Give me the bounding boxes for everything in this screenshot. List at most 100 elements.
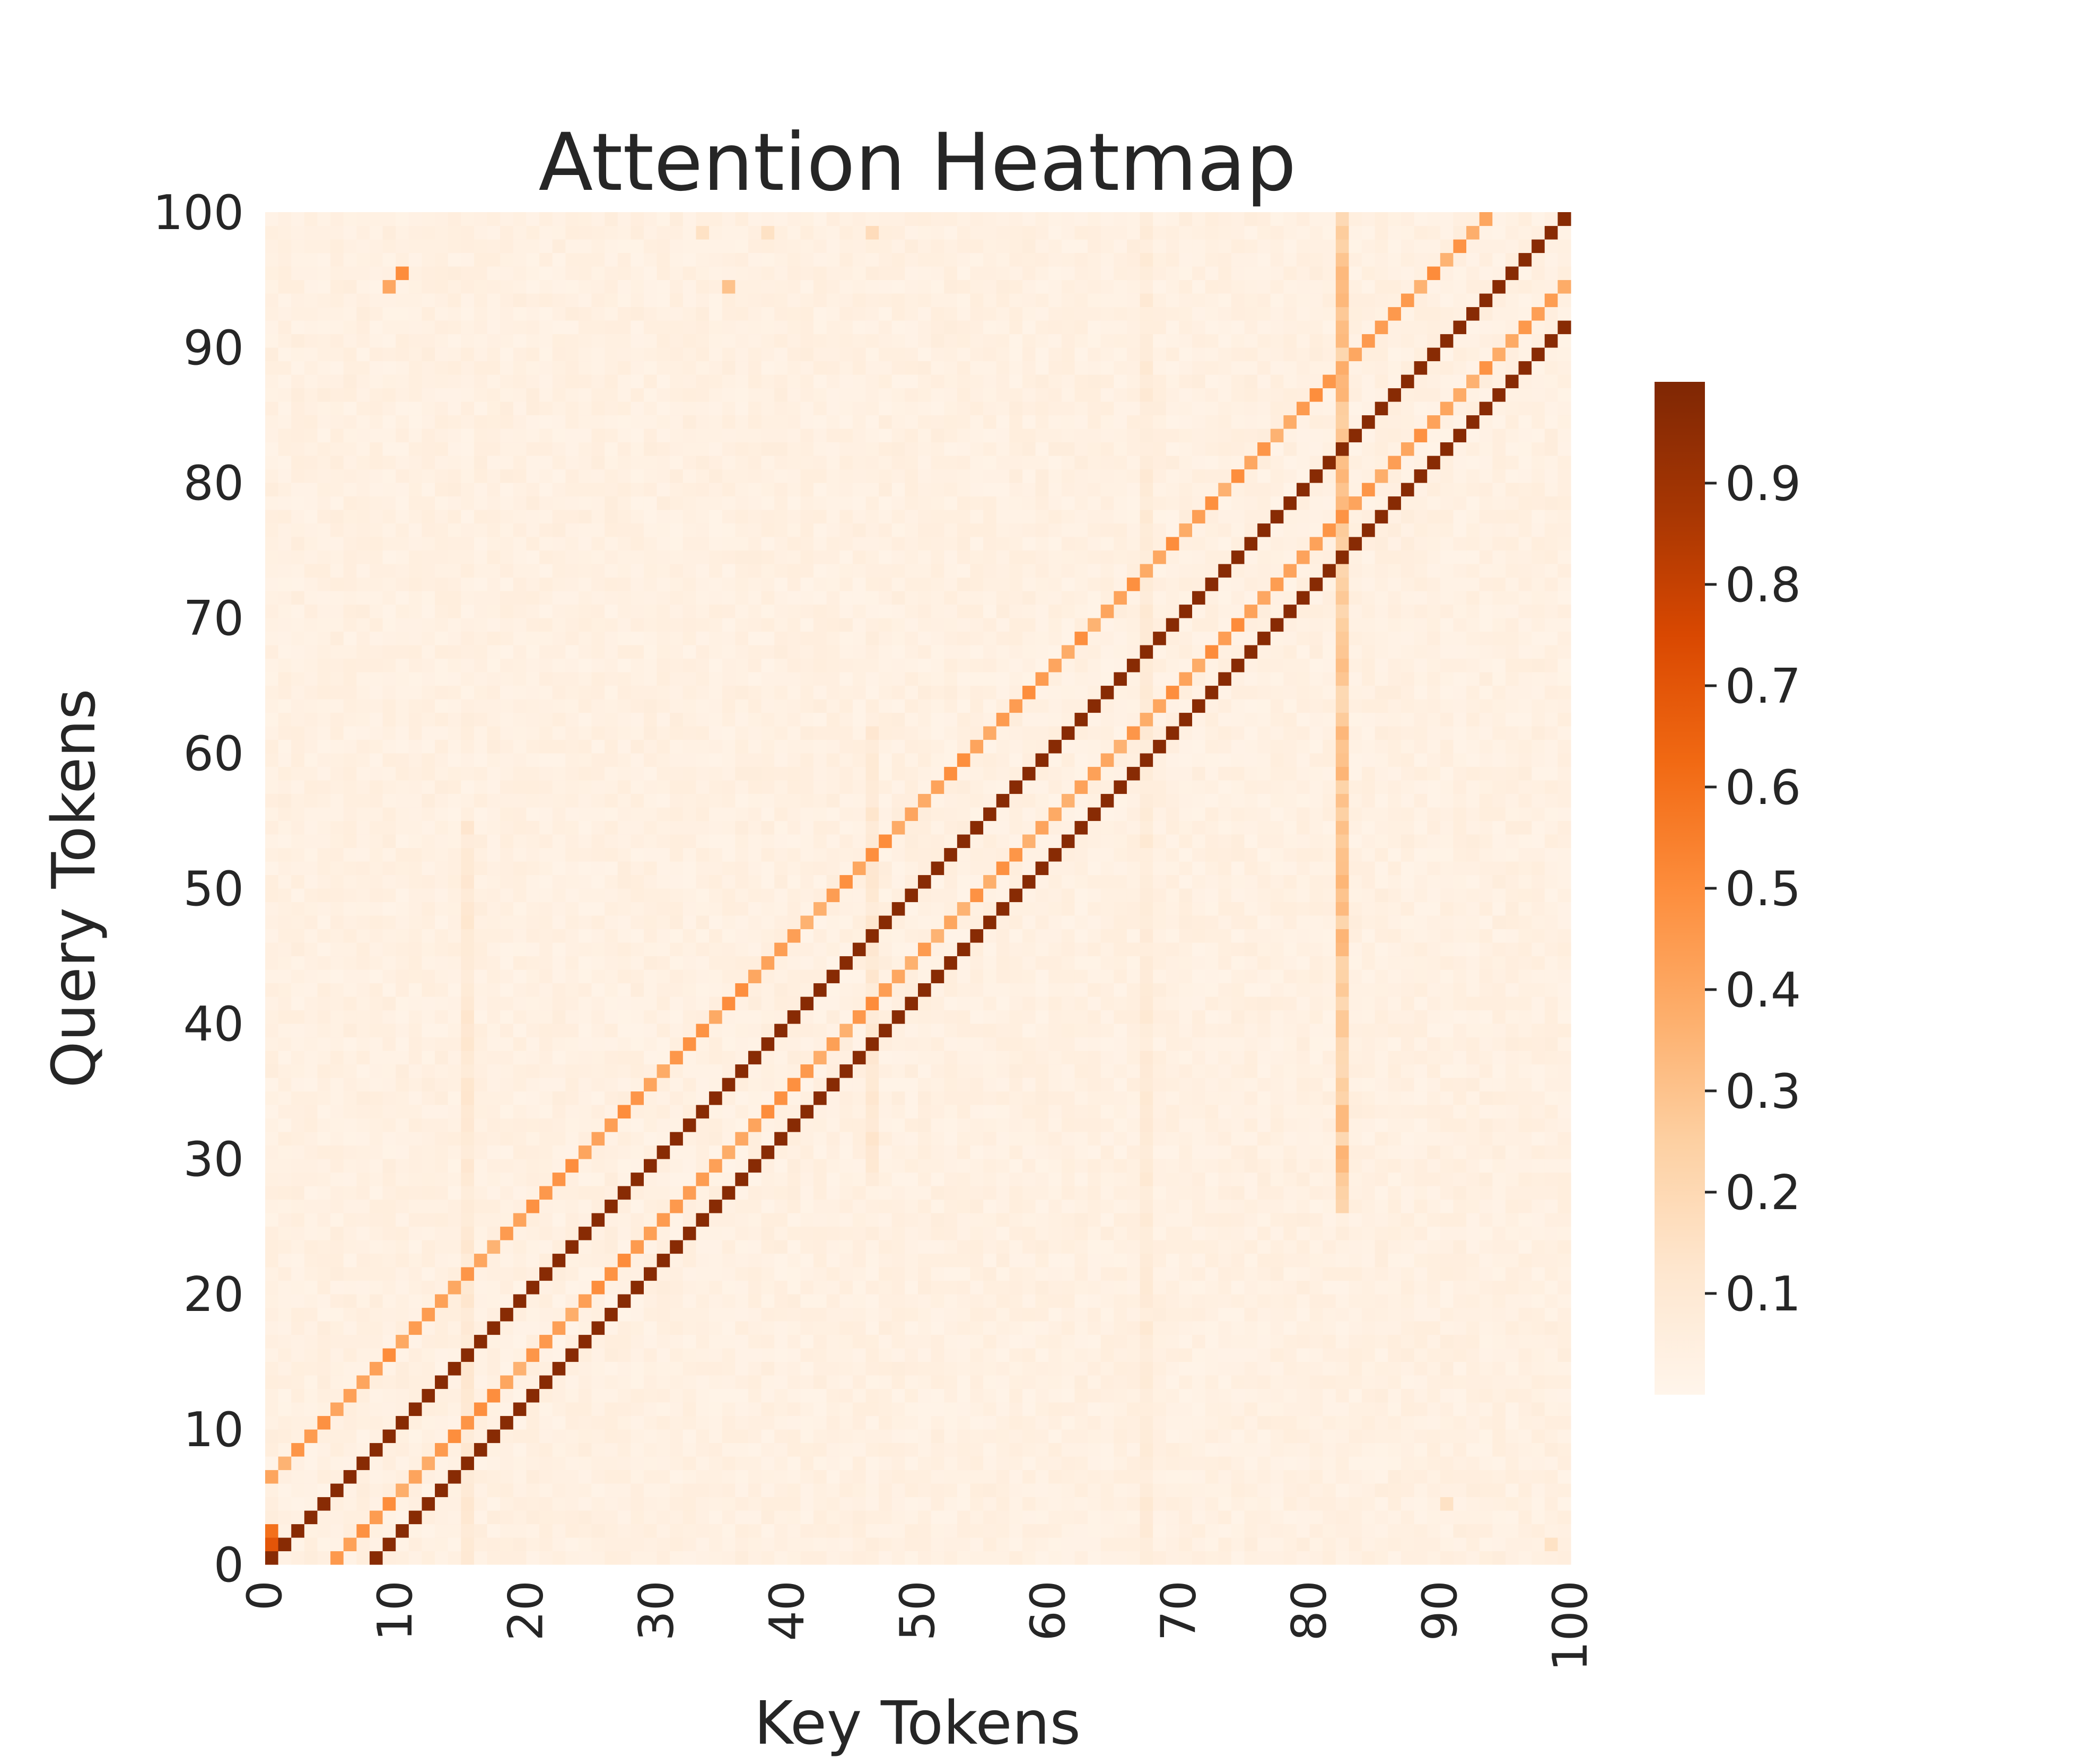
- heatmap-cell: [1296, 1402, 1310, 1416]
- heatmap-cell: [657, 1442, 670, 1457]
- heatmap-cell: [552, 1091, 566, 1105]
- heatmap-cell: [1153, 1334, 1167, 1349]
- heatmap-cell: [1126, 1078, 1141, 1092]
- heatmap-cell: [696, 1078, 710, 1092]
- heatmap-cell: [552, 1551, 566, 1565]
- heatmap-cell: [1335, 1253, 1350, 1267]
- heatmap-cell: [787, 1186, 801, 1200]
- heatmap-cell: [1296, 1483, 1310, 1498]
- heatmap-cell: [513, 1280, 527, 1295]
- heatmap-cell: [1100, 1361, 1114, 1376]
- heatmap-cell: [709, 1145, 723, 1159]
- heatmap-cell: [1440, 1240, 1454, 1254]
- heatmap-cell: [957, 1497, 971, 1511]
- heatmap-cell: [865, 1456, 879, 1471]
- heatmap-cell: [1492, 1415, 1506, 1430]
- heatmap-cell: [813, 1240, 827, 1254]
- heatmap-cell: [304, 1429, 318, 1444]
- heatmap-cell: [330, 1537, 344, 1552]
- heatmap-cell: [304, 1524, 318, 1538]
- heatmap-cell: [670, 1470, 684, 1484]
- heatmap-cell: [1296, 1361, 1310, 1376]
- heatmap-cell: [474, 1294, 488, 1308]
- heatmap-cell: [800, 969, 814, 984]
- heatmap-cell: [1270, 1105, 1284, 1119]
- heatmap-cell: [1114, 1132, 1127, 1146]
- heatmap-cell: [918, 1024, 932, 1038]
- heatmap-cell: [500, 1551, 514, 1565]
- heatmap-cell: [1544, 1524, 1558, 1538]
- heatmap-cell: [631, 942, 644, 957]
- heatmap-cell: [787, 1497, 801, 1511]
- heatmap-cell: [1518, 942, 1532, 957]
- heatmap-cell: [1375, 1132, 1388, 1146]
- heatmap-cell: [1022, 1456, 1036, 1471]
- heatmap-cell: [1349, 1334, 1362, 1349]
- heatmap-cell: [931, 983, 944, 997]
- heatmap-cell: [278, 1497, 292, 1511]
- heatmap-cell: [1518, 1213, 1532, 1227]
- heatmap-cell: [1349, 1199, 1362, 1213]
- heatmap-cell: [382, 929, 396, 943]
- heatmap-cell: [1492, 929, 1506, 943]
- heatmap-cell: [1270, 956, 1284, 970]
- heatmap-cell: [617, 902, 631, 916]
- heatmap-cell: [461, 1213, 475, 1227]
- heatmap-cell: [1401, 1334, 1415, 1349]
- heatmap-cell: [1205, 902, 1219, 916]
- heatmap-cell: [304, 1213, 318, 1227]
- heatmap-cell: [1309, 1334, 1323, 1349]
- heatmap-cell: [1335, 1483, 1350, 1498]
- heatmap-cell: [304, 1442, 318, 1457]
- heatmap-cell: [382, 1321, 396, 1335]
- heatmap-cell: [631, 929, 644, 943]
- heatmap-cell: [1414, 1456, 1428, 1471]
- heatmap-cell: [1388, 1415, 1402, 1430]
- heatmap-cell: [1257, 1348, 1271, 1362]
- heatmap-cell: [1022, 983, 1036, 997]
- heatmap-cell: [1532, 1172, 1545, 1186]
- heatmap-cell: [513, 1429, 527, 1444]
- heatmap-cell: [761, 1442, 775, 1457]
- heatmap-cell: [1205, 969, 1219, 984]
- heatmap-cell: [631, 996, 644, 1011]
- heatmap-cell: [1544, 1537, 1558, 1552]
- heatmap-cell: [278, 1388, 292, 1403]
- heatmap-cell: [1296, 1524, 1310, 1538]
- heatmap-cell: [1153, 1415, 1167, 1430]
- heatmap-cell: [435, 1226, 449, 1240]
- heatmap-cell: [931, 1240, 944, 1254]
- heatmap-cell: [983, 888, 997, 903]
- heatmap-cell: [1048, 1132, 1062, 1146]
- heatmap-cell: [500, 942, 514, 957]
- heatmap-cell: [1009, 1321, 1023, 1335]
- heatmap-cell: [304, 996, 318, 1011]
- heatmap-cell: [422, 1172, 435, 1186]
- heatmap-cell: [1505, 1240, 1519, 1254]
- heatmap-cell: [487, 1267, 501, 1281]
- heatmap-cell: [643, 1456, 658, 1471]
- heatmap-cell: [1257, 1253, 1271, 1267]
- heatmap-cell: [1179, 1145, 1193, 1159]
- heatmap-cell: [1296, 1307, 1310, 1322]
- heatmap-cell: [657, 1091, 670, 1105]
- heatmap-cell: [539, 1470, 553, 1484]
- heatmap-cell: [1166, 1470, 1179, 1484]
- heatmap-cell: [983, 902, 997, 916]
- heatmap-cell: [983, 1118, 997, 1132]
- heatmap-cell: [408, 996, 423, 1011]
- heatmap-cell: [735, 902, 749, 916]
- heatmap-cell: [1153, 1470, 1167, 1484]
- heatmap-cell: [944, 1510, 958, 1525]
- heatmap-cell: [1022, 929, 1036, 943]
- heatmap-cell: [1388, 1537, 1402, 1552]
- heatmap-cell: [1048, 1267, 1062, 1281]
- heatmap-cell: [422, 1551, 435, 1565]
- heatmap-cell: [500, 1524, 514, 1538]
- heatmap-cell: [278, 1240, 292, 1254]
- heatmap-cell: [839, 1145, 853, 1159]
- heatmap-cell: [1388, 1429, 1402, 1444]
- heatmap-cell: [1088, 915, 1101, 930]
- heatmap-cell: [722, 1132, 736, 1146]
- heatmap-cell: [1532, 1199, 1545, 1213]
